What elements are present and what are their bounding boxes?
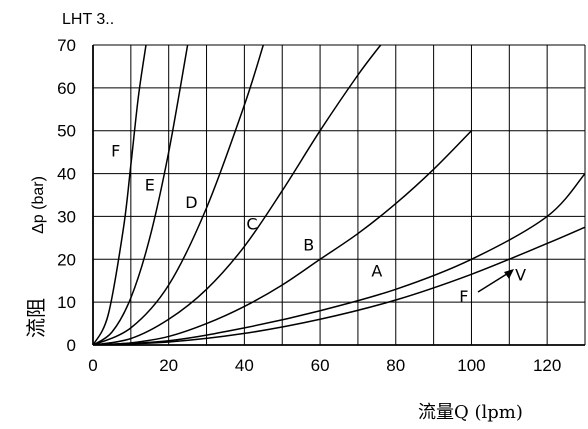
x-tick-label: 20 bbox=[159, 356, 178, 375]
curve-B bbox=[93, 130, 472, 345]
x-tick-label: 120 bbox=[533, 356, 561, 375]
y-tick-label: 20 bbox=[57, 250, 76, 269]
curve-V bbox=[93, 226, 585, 345]
curve-label-F: F bbox=[459, 287, 468, 306]
curve-E bbox=[93, 45, 189, 345]
curve-label-B: B bbox=[303, 236, 314, 255]
y-axis-label-cn: 流阻 bbox=[24, 298, 48, 338]
y-tick-label: 10 bbox=[57, 293, 76, 312]
curve-D bbox=[93, 45, 265, 345]
curve-labels: F E D C B A F V bbox=[111, 141, 526, 306]
curves bbox=[93, 45, 585, 345]
curve-label-V: V bbox=[515, 266, 526, 285]
x-axis-label: 流量Q (lpm) bbox=[418, 402, 523, 423]
y-tick-label: 60 bbox=[57, 79, 76, 98]
y-axis-label: Δp (bar) bbox=[30, 176, 47, 234]
y-tick-label: 0 bbox=[67, 336, 76, 355]
y-tick-label: 50 bbox=[57, 122, 76, 141]
x-tick-label: 100 bbox=[457, 356, 485, 375]
curve-label-E: E bbox=[145, 176, 155, 195]
x-tick-label: 60 bbox=[311, 356, 330, 375]
curve-label-D: D bbox=[185, 193, 197, 212]
direction-arrow-head bbox=[504, 269, 514, 279]
direction-arrow bbox=[477, 271, 511, 293]
x-tick-label: 0 bbox=[88, 356, 97, 375]
curve-label-F: F bbox=[111, 141, 120, 160]
x-tick-label: 40 bbox=[235, 356, 254, 375]
y-tick-label: 30 bbox=[57, 207, 76, 226]
tick-labels: 0 20 40 60 80 100 120 0 10 20 30 40 50 60 70 bbox=[57, 36, 561, 375]
curve-label-C: C bbox=[246, 214, 257, 233]
curve-A bbox=[93, 173, 585, 345]
curve-C bbox=[93, 45, 382, 345]
grid bbox=[92, 44, 586, 346]
y-tick-label: 70 bbox=[57, 36, 76, 55]
curve-F bbox=[93, 45, 147, 345]
x-tick-label: 80 bbox=[386, 356, 405, 375]
curve-label-A: A bbox=[371, 261, 382, 280]
chart-title: LHT 3.. bbox=[62, 11, 114, 28]
y-tick-label: 40 bbox=[57, 165, 76, 184]
